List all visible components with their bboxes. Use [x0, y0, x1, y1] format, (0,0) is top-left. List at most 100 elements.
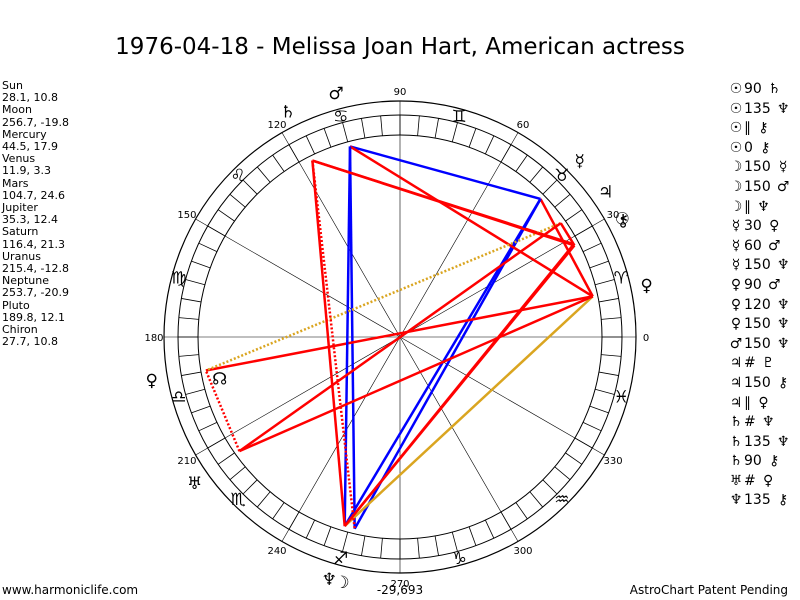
- aspect-row: ☉ 0 ⚷: [728, 139, 791, 159]
- degree-tick: [565, 452, 583, 465]
- aspect-planet-glyph: ♀: [763, 472, 774, 489]
- aspect-row: ☉ ∥ ⚷: [728, 119, 791, 139]
- aspect-row: ♄ # ♆: [728, 413, 791, 433]
- degree-tick: [217, 452, 235, 465]
- website-link[interactable]: www.harmoniclife.com: [2, 583, 139, 597]
- degree-tick: [242, 179, 258, 195]
- aspect-angle: ∥: [744, 120, 756, 137]
- aspect-row: ♀ 90 ♂: [728, 276, 791, 296]
- aspect-row: ☿ 30 ♀: [728, 217, 791, 237]
- aspect-row: ☿ 150 ♆: [728, 256, 791, 276]
- degree-tick: [178, 317, 199, 320]
- zodiac-sign-glyph: ♌: [230, 166, 245, 186]
- planet-glyph: ♀: [640, 276, 652, 296]
- aspect-angle: 150: [744, 178, 776, 195]
- degree-tick: [589, 405, 609, 414]
- aspect-line: [349, 145, 541, 201]
- zodiac-sign-glyph: ♊: [452, 107, 467, 127]
- aspect-row: ♀ 120 ♆: [728, 296, 791, 316]
- degree-tick: [554, 193, 571, 208]
- degree-label: 150: [177, 210, 196, 221]
- sign-spoke: [399, 336, 605, 456]
- planet-name: Saturn: [2, 225, 39, 239]
- planet-coords: 11.9, 3.3: [2, 164, 51, 178]
- aspect-row: ♃ 150 ⚷: [728, 374, 791, 394]
- degree-tick: [451, 122, 458, 142]
- planet-name: Uranus: [2, 249, 41, 263]
- zodiac-sign-glyph: ♐: [333, 549, 348, 569]
- aspect-row: ☽ 150 ♂: [728, 178, 791, 198]
- aspect-planet-glyph: ☿: [731, 237, 741, 254]
- aspect-angle: 60: [744, 237, 767, 254]
- planet-name: Pluto: [2, 298, 30, 312]
- aspect-line: [343, 146, 352, 527]
- aspect-angle: 135: [744, 492, 776, 509]
- aspect-planet-glyph: ☽: [729, 198, 743, 215]
- patent-notice: AstroChart Patent Pending: [629, 583, 788, 597]
- aspect-line: [205, 295, 594, 372]
- planet-coords: 104.7, 24.6: [2, 188, 65, 202]
- aspect-planet-glyph: ♀: [730, 276, 742, 293]
- zodiac-sign-glyph: ♍: [171, 269, 186, 289]
- degree-tick: [417, 538, 420, 559]
- degree-label: 90: [394, 87, 407, 98]
- zodiac-sign-glyph: ♒: [554, 490, 569, 510]
- planet-coords: 28.1, 10.8: [2, 91, 58, 105]
- degree-tick: [256, 491, 271, 508]
- degree-tick: [434, 535, 439, 556]
- sign-spoke: [281, 336, 401, 542]
- degree-tick: [256, 166, 271, 183]
- aspect-angle: 30: [744, 218, 767, 235]
- degree-label: 60: [517, 120, 530, 131]
- chart-title: 1976-04-18 - Melissa Joan Hart, American…: [115, 34, 685, 60]
- planet-coords: 27.7, 10.8: [2, 335, 58, 349]
- aspect-planet-glyph: ☉: [729, 120, 743, 137]
- degree-tick: [451, 532, 458, 552]
- aspect-angle: 150: [744, 316, 776, 333]
- planet-name: Mars: [2, 176, 29, 190]
- degree-tick: [185, 279, 205, 286]
- aspect-planet-glyph: ☉: [729, 139, 743, 156]
- aspect-planet-glyph: ♃: [729, 394, 743, 411]
- planet-coords: 189.8, 12.1: [2, 310, 65, 324]
- aspect-planet-glyph: ♂: [729, 335, 743, 352]
- degree-label: 330: [603, 456, 622, 467]
- degree-tick: [595, 279, 615, 286]
- aspect-planet-glyph: ☿: [731, 218, 741, 235]
- degree-tick: [529, 491, 544, 508]
- sign-spoke: [399, 336, 519, 542]
- degree-tick: [554, 466, 571, 481]
- aspect-planet-glyph: ⚷: [760, 139, 771, 156]
- aspect-planet-glyph: ☽: [729, 159, 743, 176]
- aspect-planet-glyph: ♆: [776, 100, 790, 117]
- degree-tick: [323, 128, 332, 148]
- aspect-planet-glyph: ♀: [769, 218, 780, 235]
- degree-tick: [342, 122, 349, 142]
- aspect-angle: #: [744, 355, 761, 372]
- degree-tick: [595, 388, 615, 395]
- aspect-line: [343, 295, 594, 527]
- aspect-row: ♅ # ♀: [728, 472, 791, 492]
- chart-score: -29,693: [376, 583, 424, 597]
- aspect-line: [238, 222, 562, 453]
- aspect-planet-glyph: ☉: [729, 81, 743, 97]
- aspect-line: [238, 295, 594, 453]
- planet-glyph: ♂: [328, 84, 343, 104]
- aspect-angle: 90: [744, 276, 767, 293]
- sign-spoke: [195, 218, 401, 338]
- degree-tick: [361, 118, 366, 139]
- aspect-planet-glyph: ♆: [761, 414, 775, 431]
- planet-name: Chiron: [2, 323, 38, 337]
- aspect-line: [204, 370, 241, 452]
- planet-glyph: ⚷: [617, 211, 629, 231]
- aspect-angle: 150: [744, 374, 776, 391]
- aspect-angle: 120: [744, 296, 776, 313]
- aspect-row: ♂ 150 ♆: [728, 335, 791, 355]
- aspect-angle: 135: [744, 433, 776, 450]
- aspect-planet-glyph: ♆: [776, 257, 790, 274]
- zodiac-sign-glyph: ♓: [614, 387, 629, 407]
- aspect-angle: ∥: [744, 198, 756, 215]
- aspect-line: [348, 146, 356, 529]
- degree-tick: [515, 502, 528, 520]
